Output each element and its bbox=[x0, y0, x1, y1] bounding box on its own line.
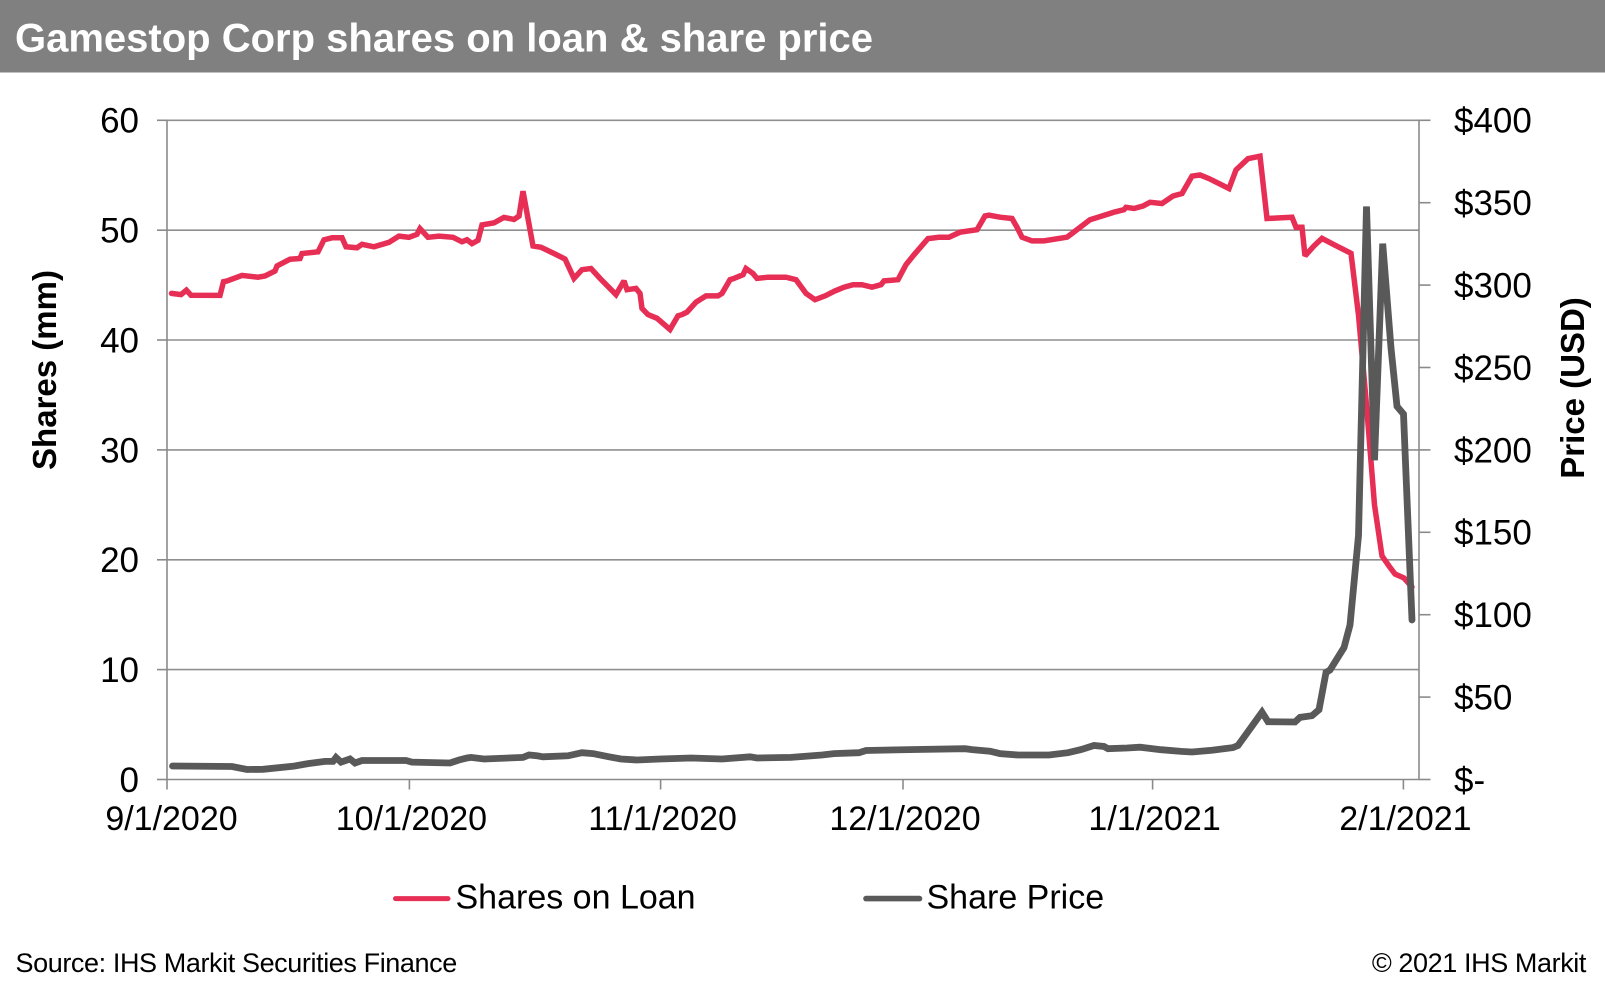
svg-text:50: 50 bbox=[100, 212, 139, 251]
svg-text:Shares on Loan: Shares on Loan bbox=[456, 879, 696, 917]
svg-text:1/1/2021: 1/1/2021 bbox=[1088, 800, 1220, 838]
svg-text:12/1/2020: 12/1/2020 bbox=[829, 800, 980, 838]
svg-text:10: 10 bbox=[100, 651, 139, 690]
svg-text:Price (USD): Price (USD) bbox=[1554, 297, 1591, 479]
svg-text:$150: $150 bbox=[1454, 514, 1532, 553]
svg-text:9/1/2020: 9/1/2020 bbox=[105, 800, 237, 838]
svg-text:$100: $100 bbox=[1454, 596, 1532, 635]
svg-text:$400: $400 bbox=[1454, 102, 1532, 141]
svg-text:$200: $200 bbox=[1454, 431, 1532, 470]
svg-text:2/1/2021: 2/1/2021 bbox=[1339, 800, 1471, 838]
svg-text:$50: $50 bbox=[1454, 679, 1512, 718]
svg-text:$250: $250 bbox=[1454, 349, 1532, 388]
svg-text:$-: $- bbox=[1454, 761, 1485, 800]
svg-text:Gamestop Corp shares on loan &: Gamestop Corp shares on loan & share pri… bbox=[15, 17, 873, 61]
svg-text:11/1/2020: 11/1/2020 bbox=[588, 800, 737, 838]
svg-text:$300: $300 bbox=[1454, 267, 1532, 306]
svg-text:30: 30 bbox=[100, 431, 139, 470]
svg-text:10/1/2020: 10/1/2020 bbox=[336, 800, 487, 838]
svg-text:40: 40 bbox=[100, 321, 139, 360]
svg-text:60: 60 bbox=[100, 102, 139, 141]
svg-text:© 2021 IHS Markit: © 2021 IHS Markit bbox=[1372, 948, 1587, 978]
svg-text:0: 0 bbox=[120, 761, 139, 800]
svg-text:Share Price: Share Price bbox=[927, 879, 1105, 917]
svg-text:20: 20 bbox=[100, 541, 139, 580]
svg-text:Source: IHS Markit Securities: Source: IHS Markit Securities Finance bbox=[16, 948, 457, 978]
svg-text:$350: $350 bbox=[1454, 184, 1532, 223]
svg-text:Shares (mm): Shares (mm) bbox=[26, 270, 63, 470]
